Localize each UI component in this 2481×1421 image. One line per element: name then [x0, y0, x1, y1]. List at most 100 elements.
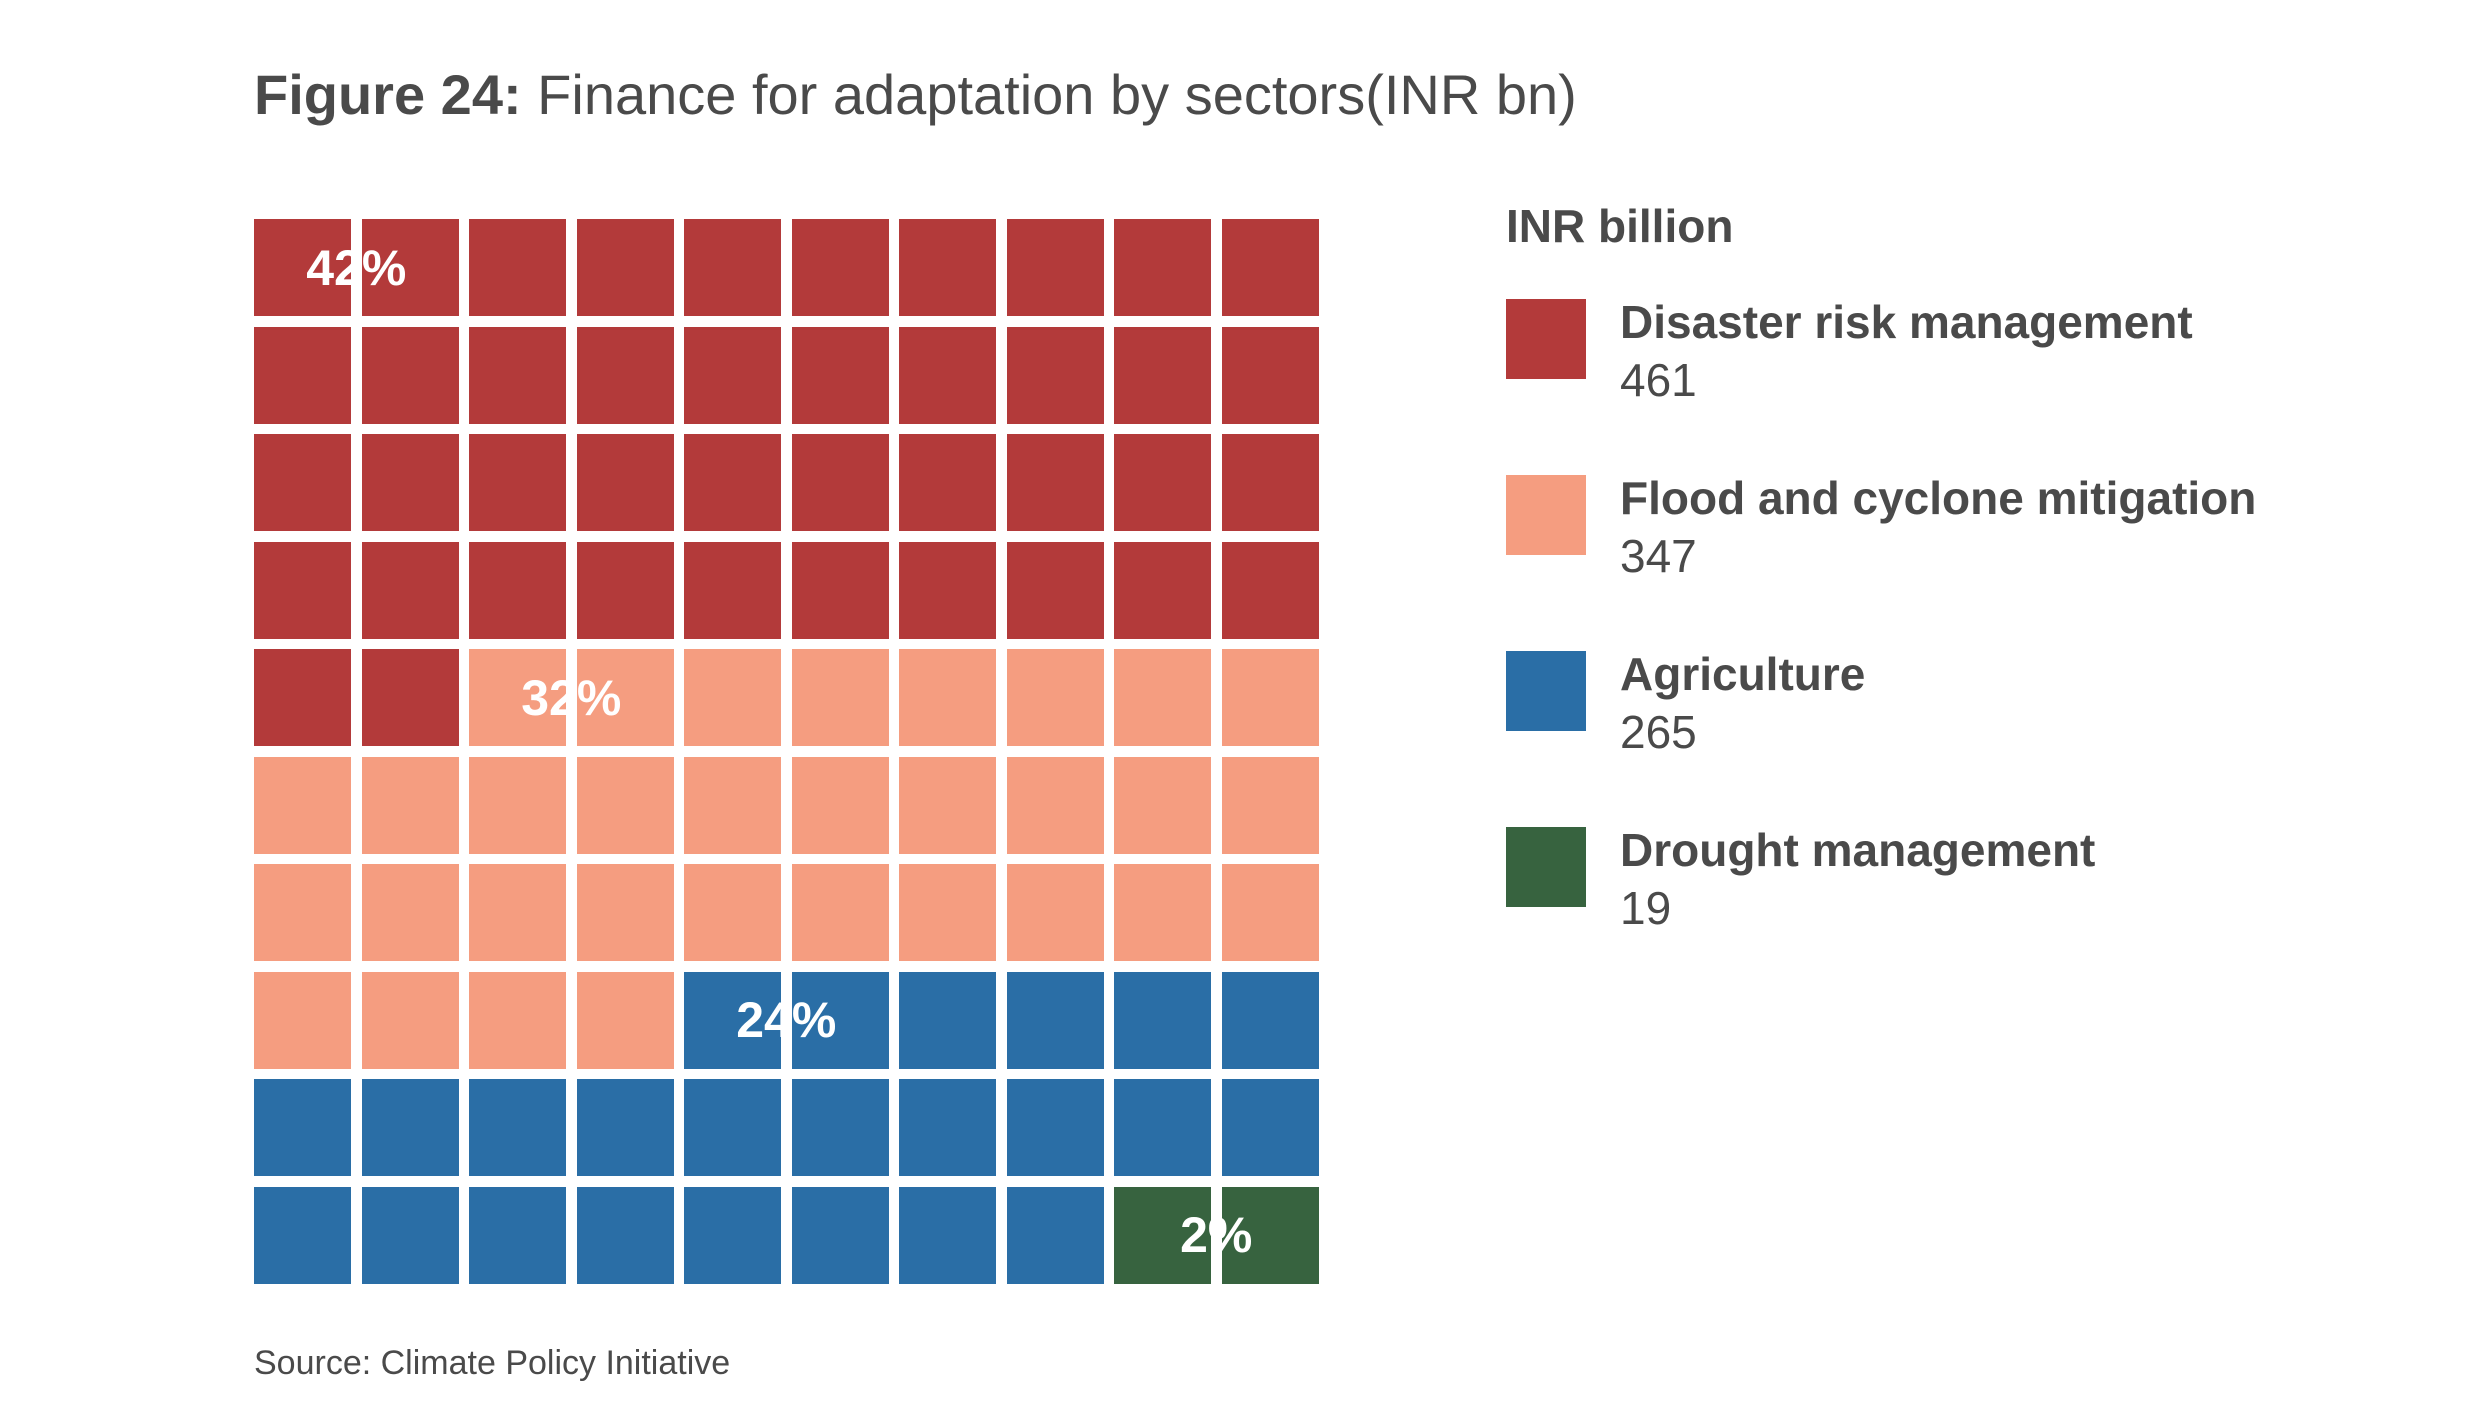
- waffle-cell: [469, 756, 566, 854]
- waffle-cell: [254, 219, 351, 316]
- waffle-cell: [469, 219, 566, 316]
- waffle-cell: [576, 864, 674, 961]
- figure-caption: Finance for adaptation by sectors(INR bn…: [521, 63, 1577, 126]
- waffle-cell: [361, 326, 459, 424]
- waffle-cell: [1006, 541, 1104, 639]
- waffle-cell: [469, 1079, 566, 1176]
- waffle-cell: [1221, 541, 1319, 639]
- waffle-cell: [469, 971, 566, 1069]
- waffle-cell: [361, 756, 459, 854]
- waffle-cell: [254, 649, 351, 746]
- waffle-cell: [576, 541, 674, 639]
- waffle-cell: [791, 326, 889, 424]
- waffle-cell: [791, 434, 889, 531]
- legend-label: Agriculture: [1620, 648, 1866, 700]
- legend-swatch: [1506, 299, 1586, 379]
- waffle-cell: [1114, 864, 1211, 961]
- waffle-cell: [361, 219, 459, 316]
- waffle-cell: [684, 434, 781, 531]
- waffle-cell: [1006, 1079, 1104, 1176]
- waffle-cell: [361, 1079, 459, 1176]
- waffle-cell: [899, 756, 996, 854]
- waffle-cell: [254, 541, 351, 639]
- waffle-cell: [254, 326, 351, 424]
- waffle-cell: [1221, 649, 1319, 746]
- waffle-cell: [1221, 1079, 1319, 1176]
- legend-label: Drought management: [1620, 824, 2096, 876]
- waffle-cell: [1221, 864, 1319, 961]
- waffle-cell: [1006, 219, 1104, 316]
- waffle-cell: [1114, 756, 1211, 854]
- waffle-cell: [254, 1079, 351, 1176]
- waffle-cell: [1221, 971, 1319, 1069]
- waffle-cell: [899, 864, 996, 961]
- percent-label: 24%: [736, 992, 837, 1048]
- waffle-cell: [1221, 1186, 1319, 1284]
- waffle-cell: [1006, 326, 1104, 424]
- waffle-cell: [684, 864, 781, 961]
- legend-value: 19: [1620, 882, 1672, 934]
- waffle-cell: [361, 1186, 459, 1284]
- waffle-cell: [361, 541, 459, 639]
- waffle-cell: [1006, 864, 1104, 961]
- waffle-cell: [1114, 219, 1211, 316]
- waffle-cell: [899, 1186, 996, 1284]
- waffle-cell: [684, 219, 781, 316]
- waffle-cell: [254, 756, 351, 854]
- waffle-cell: [1114, 1186, 1211, 1284]
- waffle-cell: [684, 1186, 781, 1284]
- waffle-cell: [469, 434, 566, 531]
- waffle-cell: [899, 971, 996, 1069]
- waffle-cell: [254, 1186, 351, 1284]
- waffle-cell: [576, 1079, 674, 1176]
- waffle-cell: [1114, 434, 1211, 531]
- waffle-cell: [576, 971, 674, 1069]
- waffle-cell: [791, 649, 889, 746]
- waffle-cell: [684, 971, 781, 1069]
- waffle-cell: [469, 864, 566, 961]
- waffle-cell: [1221, 219, 1319, 316]
- waffle-cell: [1006, 649, 1104, 746]
- percent-label: 32%: [521, 669, 622, 726]
- waffle-cell: [1114, 971, 1211, 1069]
- waffle-cell: [899, 1079, 996, 1176]
- percent-label: 2%: [1180, 1207, 1253, 1263]
- waffle-cell: [791, 756, 889, 854]
- waffle-cell: [684, 649, 781, 746]
- waffle-cell: [576, 1186, 674, 1284]
- waffle-cell: [254, 434, 351, 531]
- waffle-cell: [684, 326, 781, 424]
- waffle-grid: 42% 32% 24% 2%: [254, 219, 1320, 1285]
- figure-number: Figure 24:: [254, 63, 522, 126]
- waffle-cell: [899, 326, 996, 424]
- waffle-cell: [791, 971, 889, 1069]
- legend-value: 347: [1620, 530, 1697, 582]
- waffle-cell: [684, 756, 781, 854]
- waffle-cell: [791, 864, 889, 961]
- waffle-cell: [1221, 326, 1319, 424]
- legend-swatch: [1506, 651, 1586, 731]
- waffle-cell: [899, 649, 996, 746]
- legend-label: Flood and cyclone mitigation: [1620, 472, 2257, 524]
- waffle-cell: [1006, 971, 1104, 1069]
- waffle-cell: [254, 971, 351, 1069]
- waffle-cell: [791, 1186, 889, 1284]
- waffle-cell: [1221, 434, 1319, 531]
- waffle-cell: [469, 649, 566, 746]
- waffle-cell: [1006, 756, 1104, 854]
- waffle-cell: [1006, 1186, 1104, 1284]
- waffle-cell: [1221, 756, 1319, 854]
- waffle-cell: [684, 1079, 781, 1176]
- source-note: Source: Climate Policy Initiative: [254, 1344, 731, 1382]
- waffle-cell: [361, 434, 459, 531]
- legend-value: 461: [1620, 354, 1697, 406]
- waffle-cell: [576, 434, 674, 531]
- waffle-cell: [361, 864, 459, 961]
- legend-swatch: [1506, 475, 1586, 555]
- waffle-cell: [361, 971, 459, 1069]
- waffle-cell: [791, 541, 889, 639]
- waffle-cell: [684, 541, 781, 639]
- waffle-cell: [576, 756, 674, 854]
- waffle-cell: [469, 541, 566, 639]
- legend-value: 265: [1620, 706, 1697, 758]
